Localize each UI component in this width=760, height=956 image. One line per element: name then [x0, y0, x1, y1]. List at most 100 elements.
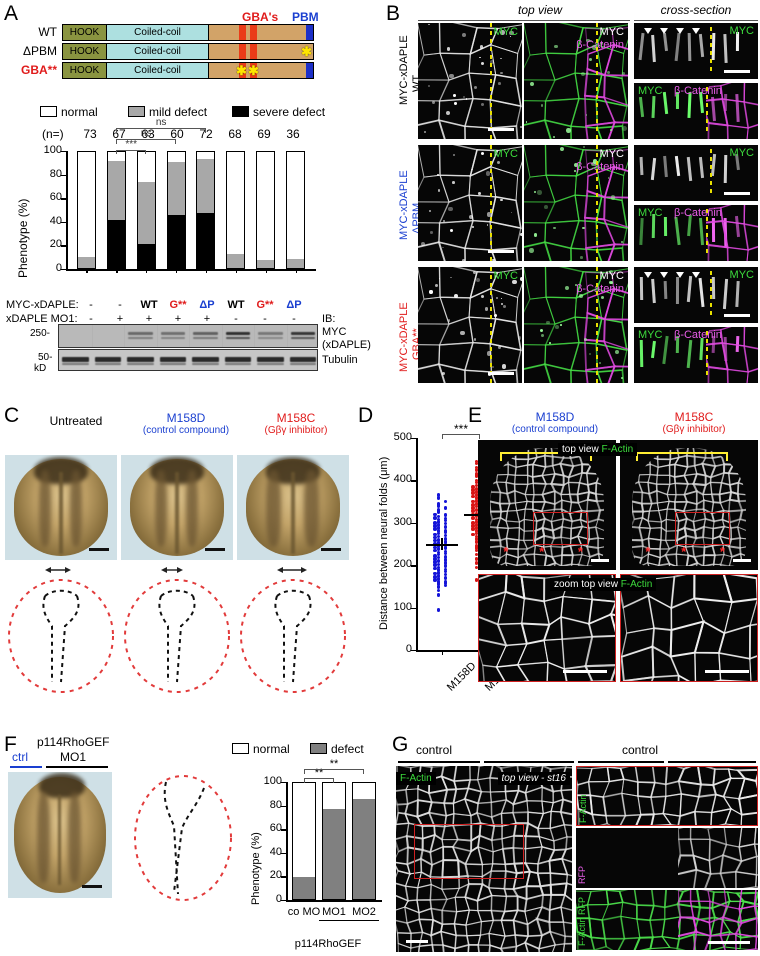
boundary-dashed-line	[596, 267, 598, 383]
panel-f-legend-label-normal: normal	[253, 742, 290, 756]
speckle	[454, 102, 456, 104]
speckle	[503, 305, 506, 308]
data-point	[437, 589, 441, 593]
speckle	[453, 94, 456, 97]
gba-header-label: GBA's	[242, 10, 278, 24]
micro-zoom-row: F-Actin	[576, 766, 758, 826]
chart-a-ytick: 60	[32, 191, 62, 203]
blot-band-tubulin	[257, 363, 284, 365]
chart-d-ytick: 500	[388, 431, 412, 443]
embryo-outline-tracing	[118, 766, 248, 906]
panel-c-tracings	[0, 562, 360, 690]
panel-g-rule-4	[668, 761, 756, 763]
chart-a-ytick-mark	[61, 151, 66, 152]
blot-myc-row	[58, 324, 318, 348]
bar-segment-severe	[197, 213, 214, 268]
chart-a-ytick: 0	[32, 262, 62, 274]
speckle	[428, 85, 430, 87]
blot-band-myc	[258, 337, 283, 339]
cell-mosaic	[418, 23, 522, 139]
cell-junction	[699, 157, 704, 179]
speckle	[430, 231, 433, 234]
blot-band-tubulin	[95, 363, 122, 365]
swatch-mild	[128, 106, 145, 117]
panel-c-title-m158c: M158C	[242, 411, 350, 425]
scale-bar	[488, 250, 514, 253]
speckle	[610, 129, 612, 131]
swatch-normal	[40, 106, 57, 117]
cell-junction	[735, 281, 739, 307]
blot-band-tubulin	[192, 363, 219, 365]
speckle	[447, 47, 450, 50]
panel-d-letter: D	[358, 404, 373, 428]
cell-junction	[688, 33, 692, 61]
lane-separator	[124, 325, 125, 347]
cell-junction	[674, 217, 680, 245]
pbm-header-label: PBM	[292, 10, 319, 24]
speckle	[443, 220, 445, 222]
boundary-dashed-line	[710, 149, 712, 194]
arrowhead-icon	[676, 28, 684, 34]
blot-band-myc	[226, 337, 251, 339]
chart-f-ytick-mark	[281, 853, 286, 854]
speckle	[549, 342, 551, 344]
chart-f-ytick-mark	[281, 806, 286, 807]
embryo-photo-m158c	[237, 455, 349, 560]
speckle	[500, 199, 503, 202]
panel-f-legend-label-defect: defect	[331, 742, 364, 756]
data-point	[444, 537, 448, 541]
chart-a-ytick: 100	[32, 144, 62, 156]
data-point	[437, 515, 441, 519]
cell-junction	[675, 156, 680, 176]
speckle	[448, 319, 451, 322]
cell-junction	[723, 34, 727, 63]
chart-f-ytick: 100	[256, 775, 282, 787]
cell-junction	[640, 340, 644, 367]
distance-arrow	[277, 562, 307, 572]
blot-marker-kd: kD	[34, 363, 46, 374]
phenotype-bar	[286, 151, 305, 269]
cell-junction	[664, 281, 668, 299]
channel-vlabel: F-Actin RFP	[577, 897, 587, 946]
micro-crosssection-merge: MYC β-Catenin	[634, 83, 758, 139]
condition-value: ΔP	[194, 299, 220, 311]
data-point	[444, 558, 448, 562]
boundary-dashed-line	[710, 27, 712, 72]
speckle	[565, 286, 569, 290]
chart-a-ylabel: Phenotype (%)	[16, 199, 30, 278]
chart-f-yaxis	[286, 782, 288, 900]
blot-band-tubulin	[257, 357, 284, 362]
error-bar	[441, 538, 443, 550]
bar-segment-defect	[293, 877, 315, 899]
red-asterisk: *	[578, 544, 583, 559]
phenotype-bar	[322, 782, 346, 900]
channel-label-myc: MYC	[730, 25, 754, 37]
bar-segment-defect	[353, 799, 375, 899]
data-point	[437, 608, 441, 612]
speckle	[518, 336, 521, 339]
micro-crosssection-merge: MYC β-Catenin	[634, 327, 758, 383]
panel-g-rule-1	[398, 761, 480, 763]
data-point	[444, 576, 448, 580]
data-point	[444, 546, 448, 550]
speckle	[452, 181, 455, 184]
panel-f-gene-label: p114RhoGEF	[37, 735, 110, 749]
chart-a-ytick: 80	[32, 168, 62, 180]
boundary-dashed-line	[706, 209, 708, 254]
chart-d-xtick-mark	[442, 650, 443, 655]
panel-b-rowlabel-construct-gba: MYC-xDAPLE	[398, 302, 410, 372]
cell-junction	[652, 96, 656, 118]
arrowhead-icon	[692, 28, 700, 34]
speckle	[438, 189, 440, 191]
blot-band-tubulin	[290, 357, 317, 362]
speckle	[529, 248, 533, 252]
blot-marker-250: 250-	[30, 328, 50, 339]
speckle	[498, 82, 501, 85]
lane-separator	[189, 325, 190, 347]
cell-junction	[724, 155, 728, 183]
scale-bar	[591, 559, 609, 562]
panel-g-header-right: control	[622, 743, 658, 757]
cell-mosaic	[479, 575, 616, 682]
boundary-dashed-line	[596, 23, 598, 139]
condition-value: G**	[252, 299, 278, 311]
